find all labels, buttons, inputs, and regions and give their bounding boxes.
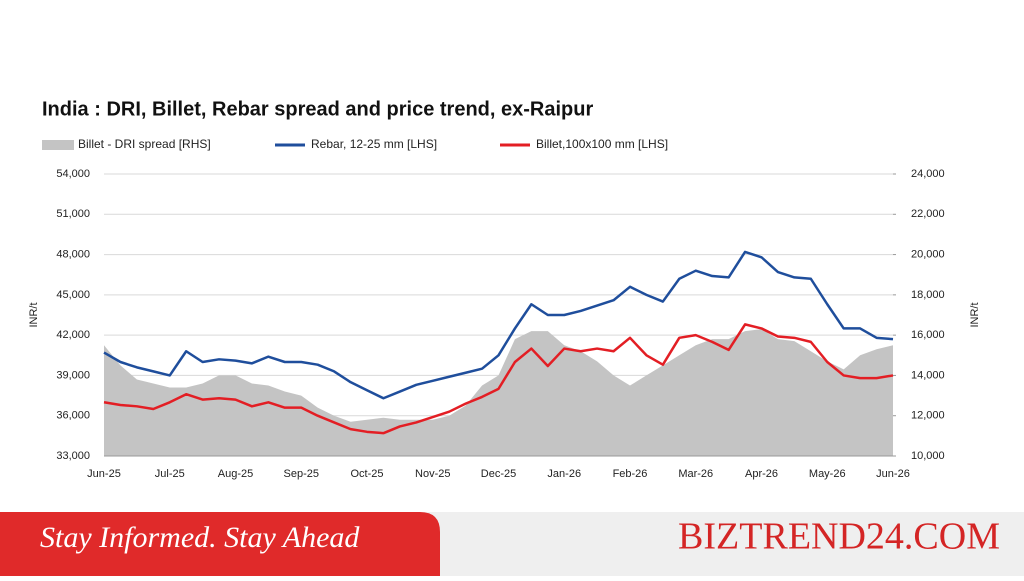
- x-tick-label: Sep-25: [284, 468, 319, 480]
- x-tick-label: Oct-25: [350, 468, 383, 480]
- series-line: [103, 323, 894, 435]
- plot: 33,000 36,000 39,000 42,000 45,000 48,000 51,0…: [56, 168, 944, 480]
- x-tick-label: Jul-25: [155, 468, 185, 480]
- y-tick-label: 39,000: [56, 369, 90, 381]
- y2-tick-label: 18,000: [911, 289, 945, 301]
- y2-tick-label: 16,000: [911, 329, 945, 341]
- y2-tick-label: 14,000: [911, 369, 945, 381]
- legend-label: Billet - DRI spread [RHS]: [78, 137, 211, 151]
- x-tick-label: Mar-26: [678, 468, 713, 480]
- x-tick-label: Jun-26: [876, 468, 910, 480]
- y-tick-label: 45,000: [56, 289, 90, 301]
- y-tick-label: 36,000: [56, 410, 90, 422]
- x-tick-label: May-26: [809, 468, 846, 480]
- legend-label: Billet,100x100 mm [LHS]: [536, 137, 668, 151]
- x-tick-label: Feb-26: [613, 468, 648, 480]
- y-axis-label: INR/t: [28, 302, 40, 327]
- spread-area: [104, 329, 893, 456]
- x-tick-label: Aug-25: [218, 468, 253, 480]
- y-tick-label: 33,000: [56, 450, 90, 462]
- y2-tick-label: 22,000: [911, 208, 945, 220]
- legend-label: Rebar, 12-25 mm [LHS]: [311, 137, 437, 151]
- x-tick-label: Nov-25: [415, 468, 450, 480]
- y2-tick-label: 12,000: [911, 410, 945, 422]
- footer-brand: BIZTREND24.COM: [678, 516, 1000, 558]
- y-tick-label: 54,000: [56, 168, 90, 180]
- y-tick-label: 42,000: [56, 329, 90, 341]
- series-line: [103, 250, 894, 400]
- x-tick-label: Apr-26: [745, 468, 778, 480]
- x-tick-label: Jan-26: [547, 468, 581, 480]
- y2-tick-label: 20,000: [911, 248, 945, 260]
- legend-swatch: [42, 140, 74, 150]
- chart-title: India : DRI, Billet, Rebar spread and pr…: [42, 98, 593, 120]
- y2-axis-label: INR/t: [969, 302, 981, 327]
- y2-tick-label: 10,000: [911, 450, 945, 462]
- footer-tagline: Stay Informed. Stay Ahead: [40, 521, 360, 554]
- y-tick-label: 48,000: [56, 248, 90, 260]
- x-tick-label: Dec-25: [481, 468, 516, 480]
- x-tick-label: Jun-25: [87, 468, 121, 480]
- y-tick-label: 51,000: [56, 208, 90, 220]
- y2-tick-label: 24,000: [911, 168, 945, 180]
- footer-tag-bg: [0, 512, 440, 576]
